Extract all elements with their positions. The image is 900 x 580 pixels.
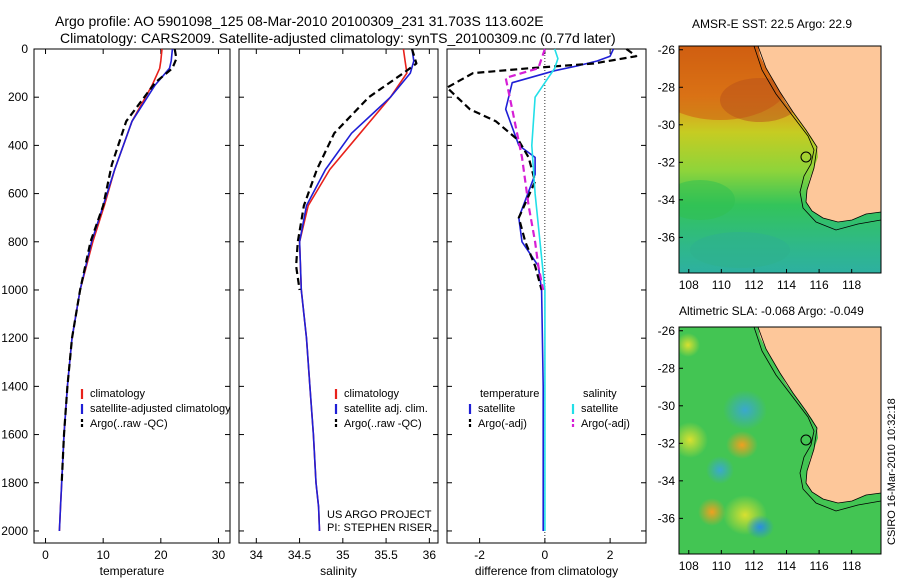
y-tick-label: 1200 — [1, 331, 28, 345]
project-pi: PI: STEPHEN RISER — [327, 522, 432, 534]
legend-label: salinity — [583, 388, 617, 400]
x-axis-label: salinity — [320, 564, 357, 578]
series-line-satellite-adjusted-climatology — [58, 48, 174, 532]
legend-label: Argo(-adj) — [478, 418, 527, 430]
y-tick-label: 1600 — [1, 428, 28, 442]
map-y-tick-label: -36 — [658, 511, 676, 525]
series-line-satellite-adj-clim- — [298, 48, 415, 532]
x-tick-label: 34.5 — [288, 548, 312, 562]
x-axis-label: difference from climatology — [475, 564, 618, 578]
series-line-argo-raw-qc- — [295, 48, 418, 291]
x-tick-label: 30 — [212, 548, 226, 562]
map-x-tick-label: 108 — [679, 278, 699, 292]
map-y-tick-label: -26 — [658, 43, 676, 57]
series-line-climatology — [298, 48, 408, 532]
sla-map-panel: Altimetric SLA: -0.068 Argo: -0.049 108 1… — [658, 304, 882, 573]
plot-frame — [446, 48, 647, 544]
float-marker-sst — [800, 151, 812, 163]
sst-map-panel: AMSR-E SST: 22.5 Argo: 22.9 108 110 112 114… — [658, 17, 882, 292]
x-tick-label: 0 — [42, 548, 49, 562]
y-tick-label: 1400 — [1, 379, 28, 393]
plot-frame — [238, 48, 439, 544]
map-y-tick-label: -32 — [658, 155, 676, 169]
x-tick-label: 20 — [154, 548, 168, 562]
x-axis-label: temperature — [100, 564, 165, 578]
map-y-tick-label: -34 — [658, 474, 676, 488]
y-tick-label: 2000 — [1, 524, 28, 538]
map-x-tick-label: 116 — [810, 559, 829, 573]
credit-stamp: CSIRO 16-Mar-2010 10:32:18 — [886, 398, 898, 545]
x-tick-label: 2 — [607, 548, 614, 562]
y-tick-label: 400 — [8, 138, 28, 152]
title-line-2: Climatology: CARS2009. Satellite-adjuste… — [60, 30, 616, 46]
y-tick-label: 1000 — [1, 283, 28, 297]
legend-label: satellite-adjusted climatology — [90, 403, 231, 415]
map-x-tick-label: 116 — [810, 278, 829, 292]
x-tick-label: 0 — [542, 548, 549, 562]
salinity-profile-panel: 34 34.5 35 35.5 36 salinity climatology satelli… — [238, 48, 439, 578]
series-line-salinity-argo-adj- — [504, 48, 546, 291]
title-line-1: Argo profile: AO 5901098_125 08-Mar-2010… — [55, 13, 544, 29]
legend-label: Argo(-adj) — [581, 418, 630, 430]
series-line-climatology — [58, 48, 163, 532]
float-marker-sla — [800, 434, 812, 446]
map-x-tick-label: 118 — [842, 278, 861, 292]
plot-frame — [33, 48, 231, 544]
map-y-tick-label: -32 — [658, 436, 676, 450]
map-y-tick-label: -30 — [658, 399, 676, 413]
series-line-salinity-satellite — [530, 48, 559, 531]
sst-map-title: AMSR-E SST: 22.5 Argo: 22.9 — [692, 17, 852, 31]
legend-label: satellite — [478, 403, 515, 415]
map-x-tick-label: 114 — [777, 559, 796, 573]
map-y-tick-label: -36 — [658, 230, 676, 244]
map-x-tick-label: 110 — [712, 559, 731, 573]
map-y-tick-label: -26 — [658, 324, 676, 338]
project-name: US ARGO PROJECT — [327, 509, 432, 521]
x-tick-label: 36 — [423, 548, 437, 562]
legend-label: satellite adj. clim. — [344, 403, 428, 415]
legend-label: climatology — [90, 388, 146, 400]
y-tick-label: 200 — [8, 90, 28, 104]
legend-label: satellite — [581, 403, 618, 415]
x-tick-label: 35 — [336, 548, 350, 562]
legend-label: Argo(..raw -QC) — [344, 418, 422, 430]
x-tick-label: 34 — [250, 548, 264, 562]
x-tick-label: -2 — [474, 548, 485, 562]
series-line-temperature-argo-adj- — [445, 48, 638, 291]
sla-map-title: Altimetric SLA: -0.068 Argo: -0.049 — [679, 304, 864, 318]
y-tick-label: 800 — [8, 235, 28, 249]
legend-label: climatology — [344, 388, 400, 400]
map-y-tick-label: -28 — [658, 361, 676, 375]
map-y-tick-label: -28 — [658, 80, 676, 94]
series-line-temperature-satellite — [504, 48, 615, 531]
difference-profile-panel: -2 0 2 difference from climatology temperatu… — [445, 48, 647, 578]
map-x-tick-label: 110 — [712, 278, 731, 292]
australia-land-sst — [758, 46, 881, 222]
map-x-tick-label: 112 — [744, 278, 763, 292]
x-tick-label: 35.5 — [374, 548, 398, 562]
map-y-tick-label: -30 — [658, 118, 676, 132]
series-line-argo-raw-qc- — [60, 48, 178, 483]
temperature-profile-panel: 0 10 20 30 temperature 0 200 400 600 800 1000 1200 1… — [1, 42, 231, 578]
y-tick-label: 1800 — [1, 476, 28, 490]
y-tick-label: 600 — [8, 187, 28, 201]
australia-land-sla — [758, 327, 881, 503]
y-tick-label: 0 — [21, 42, 28, 56]
legend-label: Argo(..raw -QC) — [90, 418, 168, 430]
map-x-tick-label: 108 — [679, 559, 699, 573]
legend-label: temperature — [480, 388, 539, 400]
x-tick-label: 10 — [96, 548, 110, 562]
map-x-tick-label: 112 — [744, 559, 763, 573]
map-x-tick-label: 114 — [777, 278, 796, 292]
map-x-tick-label: 118 — [842, 559, 861, 573]
map-y-tick-label: -34 — [658, 193, 676, 207]
